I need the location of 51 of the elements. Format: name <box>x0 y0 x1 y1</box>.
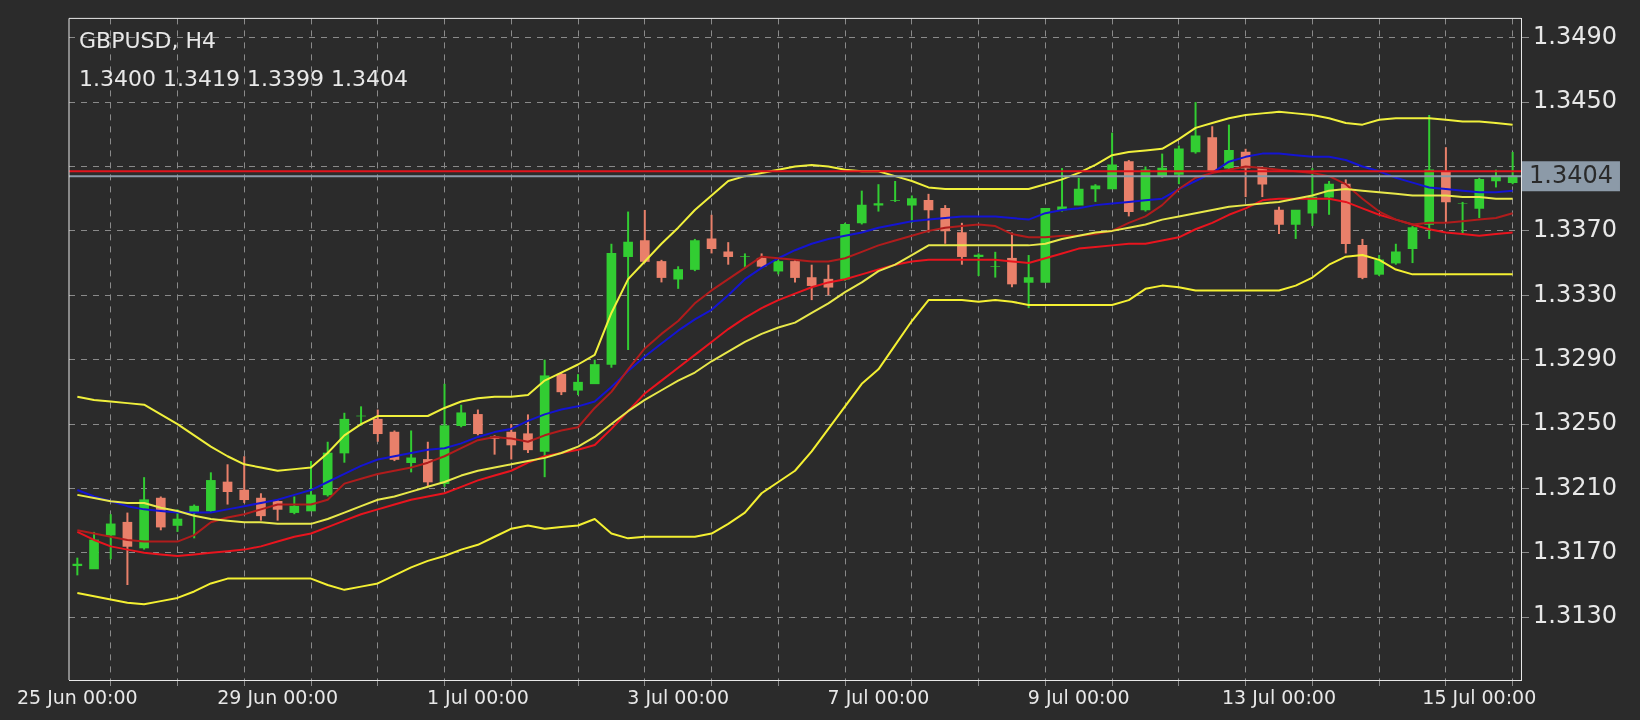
candlestick <box>1407 225 1418 265</box>
candlestick <box>523 413 533 455</box>
candlestick <box>990 250 1001 279</box>
text: GBPUSD, H4 <box>79 28 216 54</box>
y-tick-label: 1.3290 <box>1533 343 1617 372</box>
candlestick <box>1391 242 1401 266</box>
y-tick-label: 1.3450 <box>1533 86 1617 115</box>
candlestick <box>105 513 116 561</box>
x-tick-label: 15 Jul 00:00 <box>1422 686 1537 709</box>
candlestick <box>856 189 867 226</box>
x-tick-label: 29 Jun 00:00 <box>217 686 338 709</box>
candlestick <box>456 403 467 429</box>
candlestick <box>623 210 633 352</box>
x-tick-label: 25 Jun 00:00 <box>16 686 138 709</box>
candlestick <box>239 455 250 504</box>
candlestick <box>706 213 717 255</box>
y-tick-label: 1.3130 <box>1533 601 1617 630</box>
candlestick <box>473 408 483 437</box>
candlestick <box>1374 254 1384 277</box>
y-tick-label: 1.3330 <box>1533 279 1617 308</box>
candlestick <box>673 265 683 290</box>
text: 1.3400 1.3419 1.3399 1.3404 <box>79 66 408 92</box>
y-tick-label: 1.3490 <box>1533 21 1617 50</box>
x-tick-label: 1 Jul 00:00 <box>426 686 529 709</box>
candlestick <box>907 194 917 224</box>
candlestick <box>172 508 183 533</box>
x-tick-label: 3 Jul 00:00 <box>627 686 730 709</box>
x-tick-label: 9 Jul 00:00 <box>1027 686 1130 709</box>
candlestick <box>1290 208 1301 240</box>
candlestick <box>222 463 233 506</box>
candlestick <box>423 440 433 488</box>
x-tick-label: 7 Jul 00:00 <box>827 686 930 709</box>
candlestick <box>890 179 900 203</box>
candlestick <box>406 429 416 474</box>
candlestick <box>372 408 383 443</box>
candlestick <box>1073 176 1084 207</box>
y-tick-label: 1.3210 <box>1533 472 1617 501</box>
candlestick <box>639 208 650 265</box>
candlestick <box>573 373 583 397</box>
candlestick <box>656 258 667 284</box>
candlestick <box>723 241 734 266</box>
candlestick <box>806 263 817 302</box>
candlestick <box>1457 200 1468 236</box>
candlestick <box>1274 205 1284 236</box>
ref-line-label: 1.3404 <box>1529 161 1613 190</box>
y-tick-label: 1.3370 <box>1533 215 1617 244</box>
x-tick-label: 13 Jul 00:00 <box>1222 686 1336 709</box>
y-tick-label: 1.3250 <box>1533 408 1617 437</box>
candlestick <box>1023 254 1034 310</box>
candlestick <box>589 358 600 385</box>
y-tick-label: 1.3170 <box>1533 537 1617 566</box>
